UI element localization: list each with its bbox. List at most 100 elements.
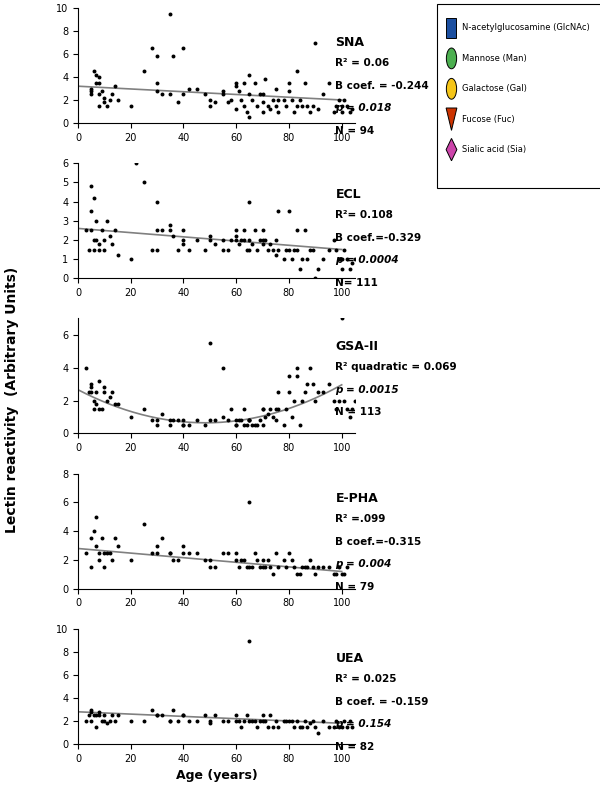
Point — [347, 402, 357, 415]
Point — [173, 554, 183, 566]
Point — [94, 554, 104, 566]
Point — [179, 234, 188, 246]
Text: p = 0.0004: p = 0.0004 — [335, 255, 399, 265]
Point — [92, 398, 101, 410]
Point — [166, 414, 175, 426]
Point — [258, 105, 268, 118]
Point — [234, 561, 244, 574]
Point — [179, 539, 188, 552]
Point — [166, 218, 175, 231]
Point — [302, 720, 312, 733]
Point — [86, 561, 96, 574]
Text: Galactose (Gal): Galactose (Gal) — [463, 84, 527, 94]
Point — [218, 88, 228, 101]
Point — [168, 703, 178, 716]
Point — [102, 717, 112, 730]
Point — [152, 709, 162, 722]
Point — [258, 96, 268, 109]
Point — [342, 253, 352, 266]
Point — [152, 224, 162, 237]
Point — [279, 714, 289, 727]
Point — [337, 253, 346, 266]
Point — [232, 419, 241, 432]
Point — [232, 103, 241, 116]
Point — [250, 419, 259, 432]
Point — [247, 238, 257, 250]
Point — [179, 419, 188, 432]
Point — [89, 394, 98, 407]
Point — [94, 88, 104, 101]
Point — [232, 546, 241, 559]
Point — [250, 714, 259, 727]
Point — [311, 568, 320, 581]
Point — [313, 726, 323, 739]
Point — [205, 230, 215, 242]
Point — [247, 94, 257, 106]
Point — [329, 105, 338, 118]
Point — [289, 720, 299, 733]
Point — [226, 234, 236, 246]
Point — [205, 94, 215, 106]
Point — [89, 234, 98, 246]
Point — [126, 554, 136, 566]
Point — [271, 714, 281, 727]
Point — [245, 243, 254, 256]
Point — [200, 554, 209, 566]
Point — [232, 414, 241, 426]
Point — [97, 532, 107, 545]
Point — [292, 243, 302, 256]
Point — [308, 378, 317, 390]
Point — [271, 82, 281, 95]
Point — [126, 253, 136, 266]
Point — [218, 546, 228, 559]
Point — [84, 386, 94, 399]
Point — [274, 402, 283, 415]
Point — [152, 414, 162, 426]
Point — [342, 99, 352, 112]
Text: p = 0.0015: p = 0.0015 — [335, 385, 399, 395]
Text: B coef.=-0.315: B coef.=-0.315 — [335, 537, 422, 547]
Point — [218, 362, 228, 374]
Point — [324, 561, 334, 574]
Point — [284, 714, 294, 727]
Point — [392, 394, 402, 407]
Point — [166, 714, 175, 727]
Point — [353, 378, 362, 390]
Point — [279, 554, 289, 566]
Point — [302, 253, 312, 266]
Point — [263, 554, 272, 566]
Point — [287, 554, 296, 566]
Point — [239, 402, 249, 415]
Point — [329, 234, 338, 246]
Point — [308, 561, 317, 574]
Point — [345, 105, 355, 118]
Point — [97, 402, 107, 415]
Point — [300, 76, 310, 89]
Point — [205, 414, 215, 426]
Point — [147, 414, 157, 426]
Point — [110, 80, 120, 93]
Point — [337, 568, 346, 581]
Point — [337, 720, 346, 733]
Point — [260, 410, 270, 423]
Point — [105, 714, 115, 727]
Point — [211, 96, 220, 109]
Point — [368, 262, 378, 275]
Point — [94, 76, 104, 89]
Point — [287, 714, 296, 727]
Point — [234, 84, 244, 97]
Text: SNA: SNA — [335, 36, 364, 49]
Point — [253, 720, 262, 733]
Point — [279, 94, 289, 106]
Point — [192, 234, 202, 246]
Point — [184, 419, 194, 432]
Point — [284, 546, 294, 559]
Point — [245, 111, 254, 124]
Text: R²= 0.108: R²= 0.108 — [335, 210, 393, 220]
Point — [224, 243, 233, 256]
Point — [305, 554, 315, 566]
Point — [298, 561, 307, 574]
Point — [258, 402, 268, 415]
Point — [81, 362, 91, 374]
Point — [94, 99, 104, 112]
